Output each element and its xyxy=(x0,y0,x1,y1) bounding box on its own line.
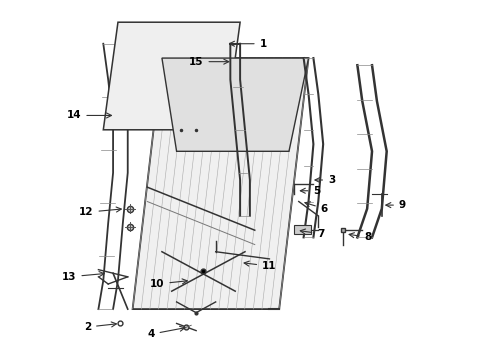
Text: 4: 4 xyxy=(147,326,185,339)
Polygon shape xyxy=(103,22,240,130)
Text: 13: 13 xyxy=(62,271,104,282)
Text: 7: 7 xyxy=(300,229,325,239)
Text: 10: 10 xyxy=(150,279,187,289)
Polygon shape xyxy=(133,58,309,309)
Text: 12: 12 xyxy=(79,207,122,217)
Text: 9: 9 xyxy=(386,200,406,210)
Text: 14: 14 xyxy=(67,111,112,121)
Text: 15: 15 xyxy=(189,57,229,67)
Text: 1: 1 xyxy=(229,39,267,49)
Text: 8: 8 xyxy=(349,232,372,242)
FancyBboxPatch shape xyxy=(294,225,311,234)
Text: 6: 6 xyxy=(305,202,328,214)
Text: 5: 5 xyxy=(300,186,320,196)
Text: 11: 11 xyxy=(244,261,276,271)
Text: 3: 3 xyxy=(315,175,335,185)
Polygon shape xyxy=(162,58,309,151)
Text: 2: 2 xyxy=(84,322,117,332)
